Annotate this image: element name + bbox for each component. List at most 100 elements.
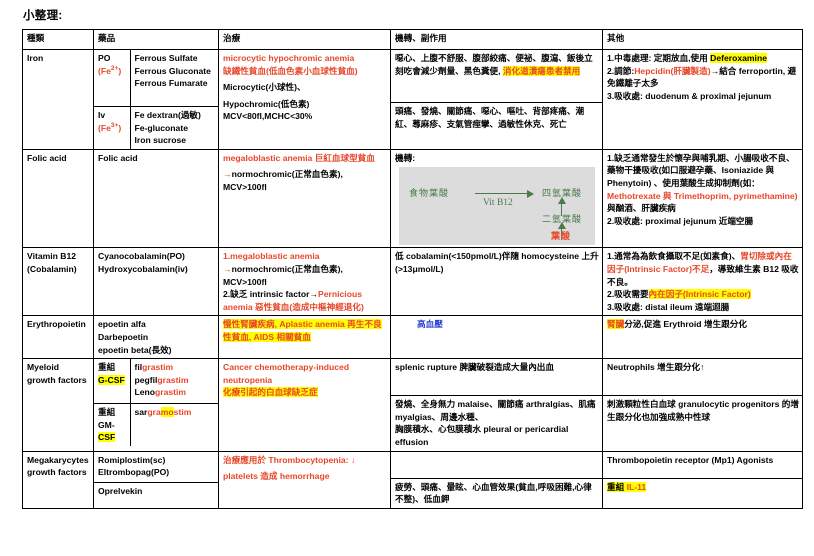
diagram-label-dhf: 二氫葉酸 bbox=[542, 214, 583, 225]
page-title: 小整理: bbox=[23, 10, 63, 22]
myeloid-treat-hl: 化療引起的白血球缺乏症 bbox=[223, 387, 318, 398]
drug-route-po: PO (Fe2+) bbox=[94, 50, 131, 107]
drug-names-iv: Fe dextran(過敏) Fe-gluconate Iron sucrose bbox=[134, 110, 201, 146]
drug-subrow-tpo-agonists: Romiplostim(sc) Eltrombopag(PO) bbox=[94, 452, 218, 483]
cell-type-b12: Vitamin B12 (Cobalamin) bbox=[22, 247, 94, 317]
folic-other-item-1: 1.缺乏通常發生於懷孕與哺乳期、小腸吸收不良、藥物干擾吸收(如口服避孕藥、Iso… bbox=[607, 152, 798, 214]
cell-treatment-iron: microcytic hypochromic anemia 缺鐵性貧血(低血色素… bbox=[218, 49, 391, 150]
drug-names-tpo: Romiplostim(sc) Eltrombopag(PO) bbox=[94, 452, 218, 483]
drug-names-po: Ferrous Sulfate Ferrous Gluconate Ferrou… bbox=[130, 50, 218, 107]
drug-subrow-iv: Iv (Fe3+) Fe dextran(過敏) Fe-gluconate Ir… bbox=[94, 106, 218, 149]
cell-type-myeloid: Myeloid growth factors bbox=[22, 358, 94, 452]
b12-treat-line4: 2.缺乏 intrinsic factor→Pernicious anemia … bbox=[223, 289, 364, 312]
il11-badge: 重組 IL-11 bbox=[607, 481, 647, 492]
column-header-other: 其他 bbox=[602, 29, 803, 50]
cell-other-myeloid-gmcsf: 刺激顆粒性白血球 granulocytic progenitors 的增生跟分化… bbox=[602, 395, 803, 452]
diagram-arrow-up-2 bbox=[557, 222, 566, 241]
cell-treatment-folic: megaloblastic anemia 巨紅血球型貧血 →normochrom… bbox=[218, 148, 391, 249]
column-header-drug: 藥品 bbox=[93, 29, 219, 50]
diagram-label-food-folate: 食物葉酸 bbox=[409, 188, 450, 199]
diagram-label-folate: 葉酸 bbox=[551, 231, 572, 242]
cell-mechanism-myeloid-gcsf: splenic rupture 脾臟破裂造成大量內出血 bbox=[390, 358, 603, 397]
cell-mechanism-epo: 高血壓 bbox=[390, 315, 603, 360]
table-row-iron-iv: 頭痛、發燒、關節痛、噁心、嘔吐、背部疼痛、潮紅、蕁麻疹、支氣管痙攣、過敏性休克、… bbox=[23, 102, 803, 150]
b12-other-item-2: 2.吸收需要內在因子(Intrinsic Factor) bbox=[607, 289, 751, 300]
drug-subrow-gmcsf: 重組 GM- CSF sargramostim bbox=[94, 403, 218, 446]
cell-drug-epo: epoetin alfa Darbepoetin epoetin beta(長效… bbox=[93, 315, 219, 360]
epo-side-effect: 高血壓 bbox=[417, 319, 443, 330]
cell-mechanism-myeloid-gmcsf: 發燒、全身無力 malaise、關節痛 arthralgias、肌痛 myalg… bbox=[390, 395, 603, 452]
table-row-folic-acid: Folic acid Folic acid megaloblastic anem… bbox=[22, 148, 803, 249]
cell-treatment-epo: 慢性腎臟疾病, Aplastic anemia 再生不良性貧血, AIDS 相關… bbox=[218, 315, 391, 360]
summary-table: 種類 藥品 治療 機轉、副作用 其他 Iron PO (Fe2+) bbox=[22, 29, 803, 509]
folate-metabolism-diagram: 食物葉酸 Vit B12 四氫葉酸 二氫葉酸 葉酸 bbox=[399, 167, 595, 246]
drug-filgrastim: filgrastim bbox=[134, 362, 174, 373]
cell-other-megakaryocyte-il11: 重組 IL-11 bbox=[602, 477, 803, 509]
iron-other-item-1: 1.中毒處理: 定期放血,使用 Deferoxamine bbox=[607, 53, 767, 63]
cell-other-b12: 1.通常為為飲食攝取不足(如素食)、胃切除或內在因子(Intrinsic Fac… bbox=[602, 247, 803, 317]
table-row-erythropoietin: Erythropoietin epoetin alfa Darbepoetin … bbox=[22, 315, 803, 360]
cell-mechanism-iron-iv: 頭痛、發燒、關節痛、噁心、嘔吐、背部疼痛、潮紅、蕁麻疹、支氣管痙攣、過敏性休克、… bbox=[390, 102, 603, 150]
iron-po-ion: (Fe2+) bbox=[98, 64, 122, 76]
diagram-label-thf: 四氫葉酸 bbox=[542, 188, 583, 199]
cell-mechanism-b12: 低 cobalamin(<150pmol/L)伴隨 homocysteine 上… bbox=[390, 247, 603, 317]
cell-type-megakaryocyte: Megakarycytes growth factors bbox=[22, 450, 94, 509]
cell-other-megakaryocyte-top: Thrombopoietin receptor (Mp1) Agonists bbox=[602, 450, 803, 479]
cell-mechanism-iron-po: 噁心、上腹不舒服、腹部絞痛、便祕、腹瀉、飯後立刻吃會減少劑量、黑色糞便, 消化道… bbox=[390, 49, 603, 103]
nested-drug-table-myeloid: 重組 G-CSF filgrastim pegfilgrastim Lenogr… bbox=[94, 359, 218, 446]
table-row-vitamin-b12: Vitamin B12 (Cobalamin) Cyanocobalamin(P… bbox=[22, 247, 803, 317]
cell-mechanism-megakaryocyte-top bbox=[390, 450, 603, 479]
cell-drug-megakaryocyte: Romiplostim(sc) Eltrombopag(PO) Oprelvek… bbox=[93, 450, 219, 509]
iron-other-item-3: 3.吸收處: duodenum & proximal jejunum bbox=[607, 90, 772, 101]
cell-treatment-megakaryocyte: 治療應用於 Thrombocytopenia: ↓ platelets 造成 h… bbox=[218, 450, 391, 509]
cell-other-myeloid-gcsf: Neutrophils 增生跟分化↑ bbox=[602, 358, 803, 397]
table-row-megakaryocyte-il11: 疲勞、頭痛、暈眩、心血管效果(貧血,呼吸困難,心律不整)、低血鉀 重組 IL-1… bbox=[23, 477, 803, 509]
table-row-megakaryocyte: Megakarycytes growth factors Romiplostim… bbox=[22, 450, 803, 509]
cell-other-epo: 腎臟分泌,促進 Erythroid 增生跟分化 bbox=[602, 315, 803, 360]
cell-drug-iron: PO (Fe2+) Ferrous Sulfate Ferrous Glucon… bbox=[93, 49, 219, 150]
iron-other-item-2: 2.調節:Hepcidin(肝臟製造)→結合 ferroportin, 避免鐵離… bbox=[607, 65, 797, 89]
drug-subrow-po: PO (Fe2+) Ferrous Sulfate Ferrous Glucon… bbox=[94, 50, 218, 107]
cell-drug-myeloid: 重組 G-CSF filgrastim pegfilgrastim Lenogr… bbox=[93, 358, 219, 452]
table-row-myeloid-gmcsf: 發燒、全身無力 malaise、關節痛 arthralgias、肌痛 myalg… bbox=[23, 395, 803, 452]
diagram-label-vitb12: Vit B12 bbox=[483, 198, 513, 209]
table-row-iron: Iron PO (Fe2+) Ferrous Sulfate Ferrous G… bbox=[22, 49, 803, 150]
drug-sargramostim: sargramostim bbox=[134, 407, 192, 418]
gcsf-badge: G-CSF bbox=[98, 374, 125, 385]
drug-names-gmcsf: sargramostim bbox=[130, 404, 218, 446]
drug-subrow-oprelvekin: Oprelvekin bbox=[95, 482, 218, 499]
cell-other-folic: 1.缺乏通常發生於懷孕與哺乳期、小腸吸收不良、藥物干擾吸收(如口服避孕藥、Iso… bbox=[602, 148, 803, 249]
column-header-mechanism: 機轉、副作用 bbox=[390, 29, 603, 50]
drug-pegfilgrastim: pegfilgrastim bbox=[134, 374, 189, 385]
drug-subrow-gcsf: 重組 G-CSF filgrastim pegfilgrastim Lenogr… bbox=[94, 359, 218, 405]
column-header-type: 種類 bbox=[22, 29, 94, 50]
folic-treat-line2: →normochromic(正常血色素), bbox=[223, 169, 343, 180]
column-header-treatment: 治療 bbox=[218, 29, 391, 50]
drug-route-iv: Iv (Fe3+) bbox=[94, 106, 131, 149]
drug-names-gcsf: filgrastim pegfilgrastim Lenograstim bbox=[130, 359, 218, 405]
drug-class-gcsf: 重組 G-CSF bbox=[94, 359, 131, 405]
table-row-myeloid: Myeloid growth factors 重組 G-CSF filgrast… bbox=[22, 358, 803, 452]
b12-treat-line2: →normochromic(正常血色素), bbox=[223, 263, 343, 274]
cell-drug-b12: Cyanocobalamin(PO) Hydroxycobalamin(iv) bbox=[93, 247, 219, 317]
diagram-arrow-right bbox=[475, 190, 534, 199]
cell-treatment-myeloid: Cancer chemotherapy-induced neutropenia … bbox=[218, 358, 391, 452]
cell-type-iron: Iron bbox=[22, 49, 94, 150]
folic-other-item-2: 2.吸收處: proximal jejunum 近端空腸 bbox=[607, 215, 754, 226]
nested-drug-table-iron: PO (Fe2+) Ferrous Sulfate Ferrous Glucon… bbox=[94, 50, 218, 149]
diagram-arrow-up-1 bbox=[557, 197, 566, 217]
cell-type-epo: Erythropoietin bbox=[22, 315, 94, 360]
cell-mechanism-megakaryocyte: 疲勞、頭痛、暈眩、心血管效果(貧血,呼吸困難,心律不整)、低血鉀 bbox=[390, 477, 603, 509]
drug-names-oprelvekin: Oprelvekin bbox=[98, 485, 143, 496]
cell-mechanism-folic: 機轉: 食物葉酸 Vit B12 四氫葉酸 二氫葉酸 葉酸 bbox=[390, 148, 603, 249]
table-header-row: 種類 藥品 治療 機轉、副作用 其他 bbox=[22, 29, 803, 50]
cell-drug-folic: Folic acid bbox=[93, 148, 219, 249]
cell-type-folic: Folic acid bbox=[22, 148, 94, 249]
cell-other-iron: 1.中毒處理: 定期放血,使用 Deferoxamine 2.調節:Hepcid… bbox=[602, 49, 803, 150]
drug-class-gmcsf: 重組 GM- CSF bbox=[94, 403, 131, 446]
nested-drug-table-megakaryocyte: Romiplostim(sc) Eltrombopag(PO) Oprelvek… bbox=[94, 452, 218, 499]
cell-treatment-b12: 1.megaloblastic anemia →normochromic(正常血… bbox=[218, 247, 391, 317]
b12-other-item-1: 1.通常為為飲食攝取不足(如素食)、胃切除或內在因子(Intrinsic Fac… bbox=[607, 251, 799, 287]
gmcsf-badge: CSF bbox=[98, 432, 116, 443]
